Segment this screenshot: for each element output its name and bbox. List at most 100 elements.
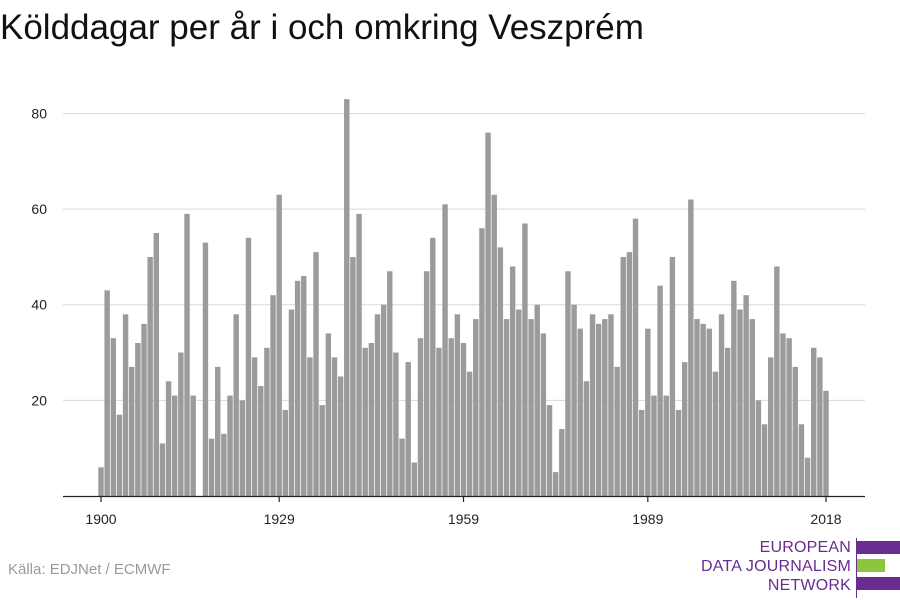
bar — [454, 314, 461, 496]
bar — [528, 319, 534, 496]
bar — [98, 467, 104, 496]
logo-bar-bottom — [857, 577, 900, 590]
bar — [288, 309, 295, 496]
bar — [325, 333, 332, 496]
bar — [724, 347, 731, 496]
bar — [497, 247, 504, 496]
bar — [712, 371, 719, 496]
page-title: Kölddagar per år i och omkring Veszprém — [0, 8, 644, 47]
bar — [190, 395, 196, 496]
bar — [301, 276, 307, 496]
bar — [688, 199, 694, 497]
bar — [645, 328, 651, 496]
bar — [417, 338, 424, 496]
bar — [780, 333, 786, 496]
bar — [362, 347, 368, 496]
bar — [559, 429, 565, 496]
bar — [583, 381, 590, 496]
bar — [399, 438, 405, 496]
bar — [430, 237, 436, 497]
bar — [264, 347, 270, 496]
bar — [534, 304, 540, 496]
x-tick-label: 1900 — [85, 511, 116, 527]
bar — [423, 271, 430, 496]
logo-line-3: NETWORK — [767, 577, 851, 594]
bar — [165, 381, 172, 496]
bar — [638, 409, 645, 496]
bar — [159, 443, 166, 496]
bar — [227, 395, 233, 496]
bar — [135, 342, 141, 496]
bar — [215, 366, 221, 496]
bar — [565, 271, 571, 496]
source-note: Källa: EDJNet / ECMWF — [8, 561, 171, 578]
bar — [589, 314, 596, 496]
bar — [344, 99, 350, 496]
bar — [460, 342, 467, 496]
bar — [153, 233, 159, 497]
bar — [669, 256, 676, 496]
y-tick-label: 20 — [31, 392, 47, 408]
bar — [270, 295, 276, 496]
bar — [706, 328, 712, 496]
bar — [116, 414, 123, 496]
bar — [509, 266, 516, 496]
y-tick-label: 60 — [31, 201, 47, 217]
bar — [743, 295, 749, 496]
bar — [595, 323, 602, 496]
bar — [755, 400, 762, 496]
bar — [368, 342, 375, 496]
bar — [208, 438, 215, 496]
bar — [700, 323, 706, 496]
bar — [626, 252, 633, 496]
bar — [491, 194, 497, 497]
edjnet-logo[interactable]: EUROPEAN DATA JOURNALISM NETWORK — [700, 538, 900, 598]
bar — [786, 338, 792, 496]
bar — [632, 218, 639, 496]
bar — [178, 352, 184, 496]
bar — [811, 347, 817, 496]
bar — [436, 347, 442, 496]
bar — [356, 213, 362, 496]
bar — [503, 319, 510, 496]
bar — [104, 290, 110, 496]
bar — [473, 319, 479, 496]
bar — [761, 424, 768, 496]
bar — [694, 319, 700, 496]
bar — [233, 314, 239, 496]
bar — [411, 462, 418, 496]
bar — [817, 357, 823, 496]
bar — [387, 271, 393, 496]
logo-line-2: DATA JOURNALISM — [701, 558, 851, 575]
bar — [602, 319, 608, 496]
bar — [657, 285, 663, 496]
bar — [448, 338, 454, 496]
logo-divider — [856, 538, 857, 598]
bar — [380, 304, 387, 496]
bar — [546, 405, 553, 496]
bar — [282, 409, 289, 496]
bar — [516, 309, 522, 496]
bar — [122, 314, 129, 496]
bar — [798, 424, 805, 496]
bar — [251, 357, 258, 496]
bar — [485, 132, 491, 496]
y-tick-label: 80 — [31, 105, 47, 121]
bar — [651, 395, 657, 496]
bar — [675, 409, 682, 496]
y-tick-label: 40 — [31, 297, 47, 313]
bar — [479, 228, 485, 496]
bar — [718, 314, 725, 496]
bar — [276, 194, 282, 497]
bar — [552, 472, 559, 496]
x-tick-label: 1929 — [264, 511, 295, 527]
bar — [620, 256, 626, 496]
bar — [823, 390, 829, 496]
bar — [350, 256, 356, 496]
bar — [307, 357, 313, 496]
x-tick-label: 1959 — [448, 511, 479, 527]
bar — [129, 366, 135, 496]
bar — [774, 266, 780, 496]
bar — [319, 405, 325, 496]
